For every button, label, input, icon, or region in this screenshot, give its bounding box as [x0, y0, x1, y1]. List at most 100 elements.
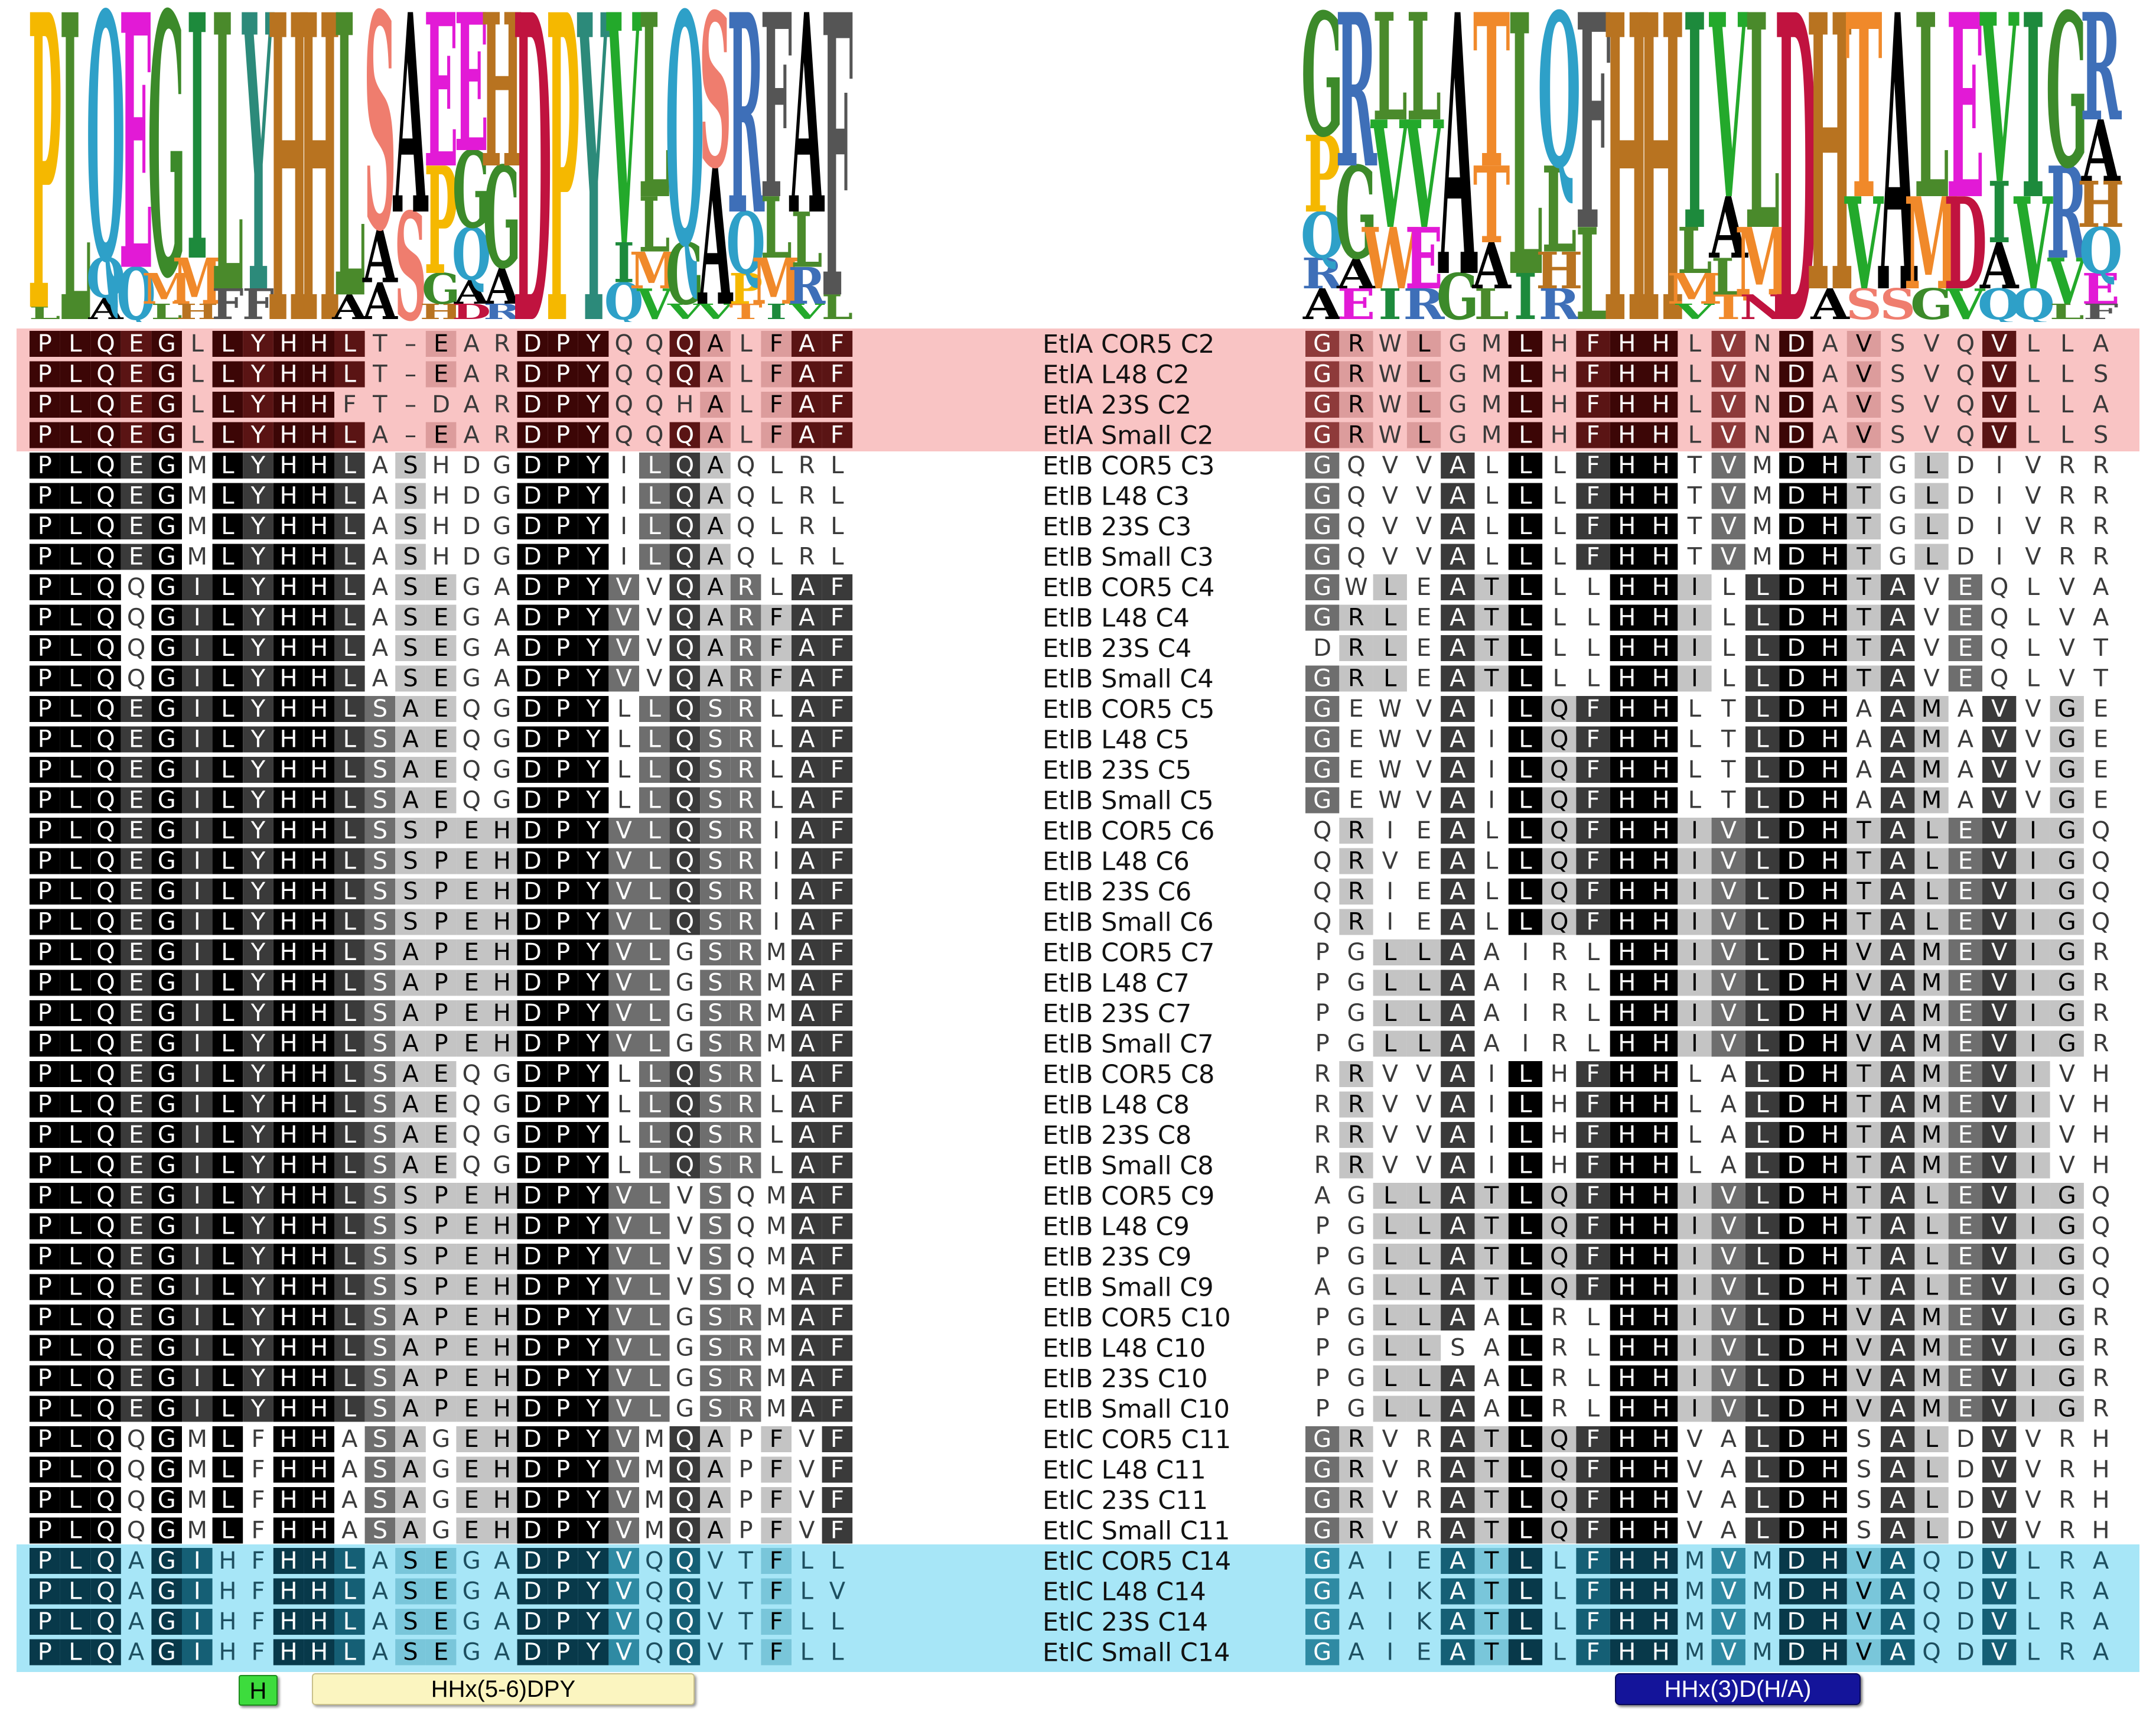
residue: L [1485, 817, 1499, 844]
residue: V [1856, 1608, 1872, 1635]
residue: S [1890, 391, 1905, 418]
residue: A [1721, 1061, 1737, 1088]
residue: M [766, 1335, 787, 1362]
residue: L [69, 1578, 82, 1605]
residue: H [310, 1578, 328, 1605]
logo-letter: T [1710, 287, 1747, 322]
residue: T [1856, 665, 1871, 692]
residue: Y [250, 1030, 266, 1058]
residue: H [1821, 1335, 1839, 1362]
residue: V [2059, 574, 2076, 601]
residue-shade [273, 331, 304, 357]
residue: H [219, 1547, 236, 1575]
residue: V [616, 878, 633, 905]
residue: A [1450, 483, 1466, 510]
residue: R [1348, 391, 1364, 418]
residue: L [1553, 452, 1566, 479]
residue: G [158, 756, 176, 783]
residue: L [69, 452, 82, 479]
residue: E [129, 1274, 144, 1301]
residue: L [648, 1182, 662, 1209]
residue: I [194, 665, 201, 692]
residue: I [2030, 939, 2037, 966]
residue: H [2092, 1456, 2110, 1484]
residue: G [2058, 1243, 2076, 1270]
residue: H [1652, 665, 1670, 692]
residue: A [402, 1061, 419, 1088]
residue: H [1821, 1030, 1839, 1058]
residue: L [69, 422, 82, 449]
residue: L [1688, 695, 1702, 723]
residue: H [310, 361, 328, 388]
residue: W [1378, 726, 1402, 753]
residue: V [1923, 665, 1940, 692]
residue: D [1787, 1152, 1805, 1179]
residue: L [69, 1426, 82, 1453]
residue: G [1313, 1639, 1331, 1666]
logo-letter: H [176, 299, 219, 322]
residue: Q [96, 391, 115, 418]
residue: Q [676, 909, 694, 936]
residue: E [1958, 1152, 1973, 1179]
residue: H [280, 726, 298, 753]
residue: L [648, 756, 662, 783]
residue: H [1821, 544, 1839, 571]
residue: L [1553, 513, 1566, 540]
sequence-name: EtlB COR5 C8 [1043, 1060, 1214, 1089]
residue: Q [2092, 848, 2110, 875]
residue: L [831, 1608, 844, 1635]
residue: R [2093, 483, 2109, 510]
residue: H [1551, 1091, 1568, 1118]
residue: I [1996, 483, 2003, 510]
residue: L [221, 513, 235, 540]
residue: L [1519, 695, 1532, 723]
residue: L [831, 483, 844, 510]
residue: H [493, 1335, 511, 1362]
residue: S [708, 878, 722, 905]
residue: P [556, 635, 570, 662]
logo-letter: E [454, 0, 488, 195]
residue: S [403, 909, 418, 936]
residue: V [707, 1578, 724, 1605]
residue: A [1450, 452, 1466, 479]
logo-letter: A [392, 0, 429, 277]
residue: L [1756, 1304, 1769, 1331]
residue: P [38, 848, 52, 875]
residue: L [69, 695, 82, 723]
residue: W [1378, 422, 1402, 449]
residue: P [38, 1608, 52, 1635]
residue: A [707, 1517, 724, 1544]
residue: I [1691, 574, 1698, 601]
residue: S [373, 817, 387, 844]
residue: R [738, 1030, 754, 1058]
sequence-name: EtlB L48 C5 [1043, 726, 1190, 755]
residue: L [648, 1213, 662, 1240]
residue: F [831, 330, 844, 357]
residue: E [434, 1547, 448, 1575]
residue: H [1618, 391, 1636, 418]
residue: S [403, 1274, 418, 1301]
residue: G [158, 848, 176, 875]
residue: H [280, 1000, 298, 1027]
residue: Y [250, 848, 266, 875]
residue: L [69, 574, 82, 601]
residue: Y [585, 361, 601, 388]
residue: V [1991, 1000, 2008, 1027]
residue: Q [462, 756, 480, 783]
residue: L [343, 422, 357, 449]
residue: H [1618, 1091, 1636, 1118]
residue: I [2030, 1274, 2037, 1301]
residue: I [194, 1335, 201, 1362]
logo-letter: L [60, 0, 91, 322]
residue: Q [645, 422, 663, 449]
residue: I [1691, 970, 1698, 997]
residue: M [1921, 1030, 1942, 1058]
residue: H [280, 848, 298, 875]
residue: I [1522, 1000, 1529, 1027]
residue: H [1551, 1121, 1568, 1149]
sequence-name: EtlB COR5 C9 [1043, 1182, 1214, 1211]
residue: H [1652, 1335, 1670, 1362]
residue: T [1721, 695, 1736, 723]
residue: V [1721, 1000, 1737, 1027]
residue: A [1721, 1152, 1737, 1179]
